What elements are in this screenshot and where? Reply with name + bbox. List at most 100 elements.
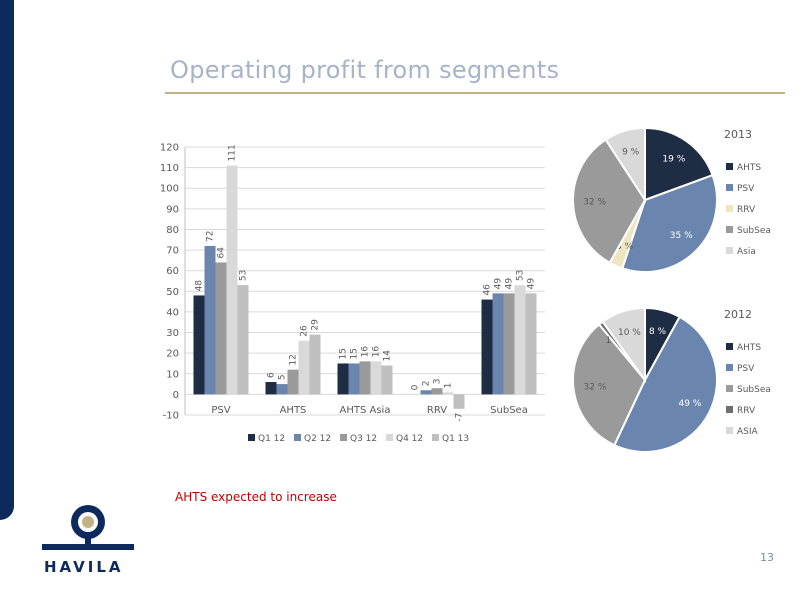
pie-slice-label: 8 % — [649, 327, 667, 337]
slide-title: Operating profit from segments — [170, 56, 560, 84]
y-tick-label: 80 — [166, 225, 179, 236]
bar — [481, 299, 493, 395]
pie-slice — [601, 306, 646, 384]
legend-label: Q1 13 — [442, 434, 469, 444]
data-label: 2 — [422, 381, 432, 387]
x-tick-label: RRV — [427, 405, 447, 416]
bar — [287, 369, 299, 395]
bar — [525, 293, 537, 395]
y-tick-label: 20 — [166, 349, 179, 360]
bar — [204, 245, 216, 395]
bar — [298, 340, 310, 395]
x-tick-label: PSV — [211, 405, 230, 416]
outlook-note: AHTS expected to increase — [175, 490, 337, 504]
data-label: 6 — [267, 372, 277, 378]
data-label: 64 — [217, 247, 227, 259]
legend-label: PSV — [737, 184, 755, 194]
data-label: 72 — [206, 231, 216, 242]
data-label: 12 — [289, 354, 299, 365]
x-tick-label: AHTS Asia — [340, 405, 391, 416]
bar — [453, 394, 465, 409]
pie-slice-label: 32 % — [584, 382, 607, 392]
legend-label: Q2 12 — [304, 434, 331, 444]
pie-chart-2012: 2012 8 % 49 % 32 % 1 %10 % AHTS PSV SubSea RRV AS… — [572, 306, 771, 453]
legend-swatch — [726, 364, 733, 371]
pie-slice-label: 32 % — [583, 198, 606, 208]
legend-label: ASIA — [737, 427, 759, 437]
legend-swatch — [386, 434, 393, 441]
y-tick-label: 110 — [160, 163, 179, 174]
data-label: 16 — [361, 346, 371, 358]
bar — [442, 392, 454, 395]
bar — [503, 293, 515, 395]
data-label: 111 — [228, 144, 238, 161]
legend-label: AHTS — [737, 343, 761, 353]
legend-label: Q4 12 — [396, 434, 423, 444]
y-tick-label: 0 — [173, 390, 179, 401]
pie-slice-label: 1 % — [606, 336, 624, 346]
legend-swatch — [340, 434, 347, 441]
data-label: 16 — [372, 346, 382, 358]
bar — [276, 384, 288, 395]
bar — [226, 165, 238, 395]
legend-swatch — [726, 406, 733, 413]
pie-slice-label: 3 % — [616, 242, 634, 252]
y-tick-label: 70 — [166, 246, 179, 257]
legend-swatch — [432, 434, 439, 441]
data-label: 49 — [494, 278, 504, 290]
bar — [309, 334, 321, 395]
bar — [492, 293, 504, 395]
data-label: 46 — [483, 284, 493, 296]
legend-label: Q3 12 — [350, 434, 377, 444]
data-label: 5 — [278, 374, 288, 380]
legend-label: Asia — [737, 247, 756, 257]
y-tick-label: 90 — [166, 204, 179, 215]
legend-label: AHTS — [737, 163, 761, 173]
y-tick-label: 30 — [166, 328, 179, 339]
pie-slice-label: 19 % — [662, 155, 685, 165]
data-label: 15 — [350, 348, 360, 359]
legend-label: RRV — [737, 406, 756, 416]
data-label: 3 — [433, 378, 443, 384]
legend-swatch — [248, 434, 255, 441]
pie-slice — [572, 323, 647, 447]
data-label: 26 — [300, 325, 310, 337]
bar — [381, 365, 393, 395]
y-tick-label: 60 — [166, 266, 179, 277]
legend-swatch — [726, 427, 733, 434]
legend-label: Q1 12 — [258, 434, 285, 444]
page-number: 13 — [760, 551, 774, 564]
pie-slice-label: 10 % — [618, 328, 641, 338]
data-label: 49 — [505, 278, 515, 290]
y-tick-label: -10 — [163, 411, 179, 422]
title-divider — [165, 92, 785, 94]
pie-slice — [613, 315, 718, 453]
bar — [370, 361, 382, 395]
legend-label: SubSea — [737, 226, 771, 236]
data-label: 53 — [516, 270, 526, 281]
bar — [359, 361, 371, 395]
legend-swatch — [294, 434, 301, 441]
bar — [237, 285, 249, 395]
bar — [337, 363, 349, 395]
bar — [193, 295, 205, 395]
legend-swatch — [726, 226, 733, 233]
legend-label: SubSea — [737, 385, 771, 395]
data-label: 1 — [444, 383, 454, 389]
pie-chart-2013: 2013 19 % 35 % 3 % 32 % 9 % AHTS PSV RRV SubSea As… — [572, 126, 771, 273]
pie-slice — [572, 138, 647, 265]
legend-swatch — [726, 184, 733, 191]
bar-chart: -100102030405060708090100110120487264111… — [160, 143, 545, 444]
pie-slice-label: 9 % — [622, 148, 640, 158]
x-tick-label: SubSea — [490, 405, 528, 416]
y-tick-label: 10 — [166, 369, 179, 380]
legend-swatch — [726, 163, 733, 170]
data-label: 29 — [311, 319, 321, 331]
left-accent-bar — [0, 0, 14, 520]
legend-swatch — [726, 385, 733, 392]
pie-title: 2012 — [724, 308, 752, 321]
legend-label: RRV — [737, 205, 756, 215]
bar — [431, 388, 443, 395]
legend-swatch — [726, 343, 733, 350]
pie-slice — [604, 126, 646, 204]
